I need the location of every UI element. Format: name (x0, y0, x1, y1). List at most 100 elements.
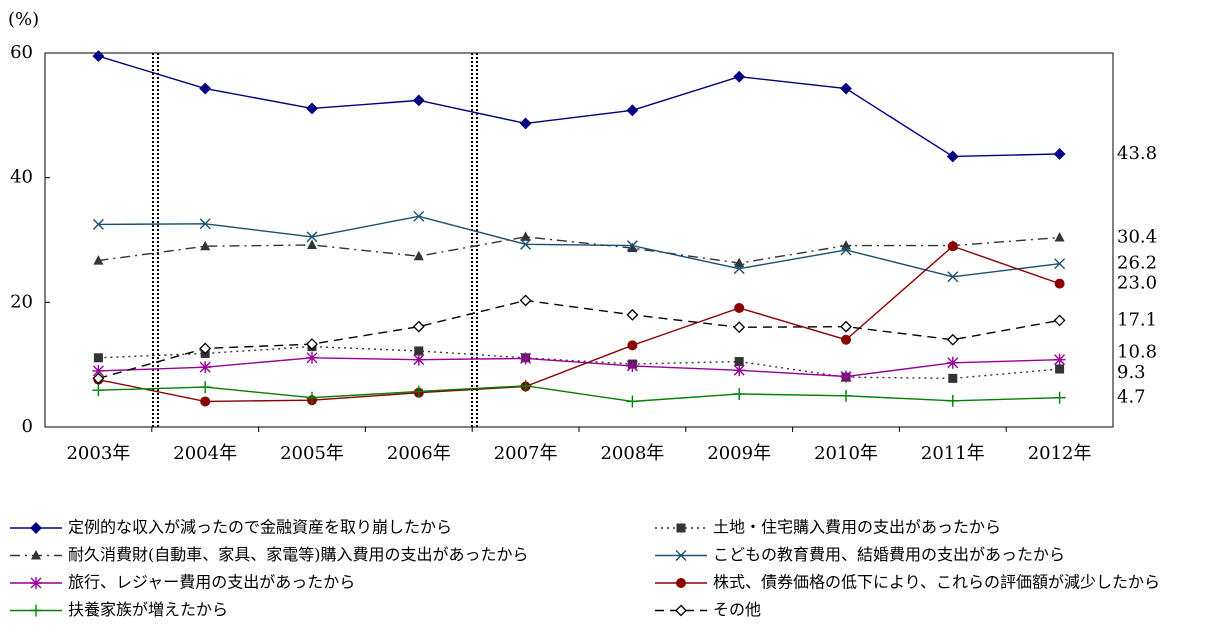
legend-marker (31, 550, 41, 560)
legend-label: 耐久消費財(自動車、家具、家電等)購入費用の支出があったから (68, 545, 529, 564)
series (92, 294, 1066, 385)
series-line (98, 215, 1060, 278)
marker (307, 239, 317, 249)
series (92, 210, 1066, 283)
marker (948, 373, 958, 383)
legend-marker (676, 578, 686, 588)
marker (520, 231, 531, 241)
marker (733, 263, 745, 275)
marker (840, 82, 852, 95)
legend-marker (676, 523, 686, 533)
series (92, 351, 1066, 383)
legend-label: 定例的な収入が減ったので金融資産を取り崩したから (68, 518, 452, 537)
y-tick-label: 20 (10, 291, 33, 312)
marker (92, 364, 105, 377)
value-label: 9.3 (1117, 362, 1146, 383)
marker (947, 271, 959, 283)
marker (412, 320, 425, 333)
marker (92, 218, 104, 230)
marker (519, 379, 532, 392)
marker (947, 241, 958, 252)
series-line (98, 357, 1060, 378)
x-tick-label: 2012年 (1028, 443, 1092, 464)
marker (1054, 232, 1065, 242)
marker (1053, 314, 1066, 327)
marker (1054, 278, 1065, 289)
marker (199, 342, 212, 355)
value-label: 4.7 (1117, 387, 1146, 408)
marker (412, 353, 425, 366)
marker (93, 255, 104, 265)
marker (413, 210, 425, 222)
series-line (98, 55, 1060, 158)
x-tick-label: 2006年 (387, 443, 451, 464)
legend-marker (30, 604, 42, 617)
marker (626, 395, 639, 408)
x-tick-label: 2009年 (707, 443, 771, 464)
x-tick-label: 2010年 (814, 443, 878, 464)
marker (626, 104, 639, 117)
marker (519, 352, 532, 365)
value-label: 30.4 (1117, 227, 1157, 248)
marker (627, 242, 638, 253)
marker (413, 250, 424, 261)
marker (734, 302, 745, 313)
marker (414, 346, 424, 356)
marker (733, 321, 746, 334)
marker (200, 240, 211, 251)
series-line (98, 245, 1060, 403)
marker (92, 384, 105, 397)
marker (733, 70, 746, 83)
marker (627, 340, 638, 351)
marker (733, 364, 746, 377)
legend-label: こどもの教育費用、結婚費用の支出があったから (713, 545, 1065, 564)
marker (946, 333, 959, 346)
marker (840, 389, 852, 402)
series-line (98, 299, 1060, 380)
marker (412, 94, 425, 107)
marker (199, 381, 212, 394)
marker (946, 356, 959, 369)
x-tick-label: 2008年 (600, 443, 664, 464)
marker (734, 257, 745, 268)
series (92, 50, 1066, 163)
marker (199, 361, 212, 374)
marker (1053, 148, 1066, 160)
legend-marker (675, 550, 687, 561)
series-line (98, 345, 1060, 380)
y-tick-label: 40 (10, 167, 33, 188)
marker (1053, 353, 1066, 366)
marker (840, 370, 852, 383)
x-tick-label: 2007年 (494, 443, 558, 464)
legend-marker (30, 522, 42, 534)
marker (306, 231, 318, 243)
legend-marker (30, 577, 42, 589)
marker (626, 240, 638, 252)
marker (841, 334, 851, 345)
series (92, 379, 1066, 408)
marker (626, 359, 639, 372)
value-label: 43.8 (1117, 143, 1157, 164)
legend-label: 旅行、レジャー費用の支出があったから (68, 573, 355, 592)
marker (946, 394, 959, 407)
value-label: 26.2 (1117, 253, 1157, 274)
marker (306, 102, 318, 115)
marker (734, 357, 744, 367)
marker (519, 117, 532, 130)
marker (1055, 364, 1065, 374)
legend-label: その他 (713, 600, 761, 619)
x-tick-label: 2004年 (173, 443, 237, 464)
marker (92, 372, 105, 385)
marker (199, 218, 211, 230)
legend-label: 扶養家族が増えたから (68, 600, 228, 619)
legend-label: 土地・住宅購入費用の支出があったから (713, 518, 1001, 537)
series (93, 231, 1065, 268)
x-tick-label: 2003年 (66, 443, 130, 464)
series (93, 241, 1065, 407)
marker (733, 387, 746, 400)
marker (200, 396, 211, 407)
value-label: 17.1 (1117, 309, 1157, 330)
marker (841, 240, 851, 250)
y-tick-label: 0 (22, 416, 33, 437)
